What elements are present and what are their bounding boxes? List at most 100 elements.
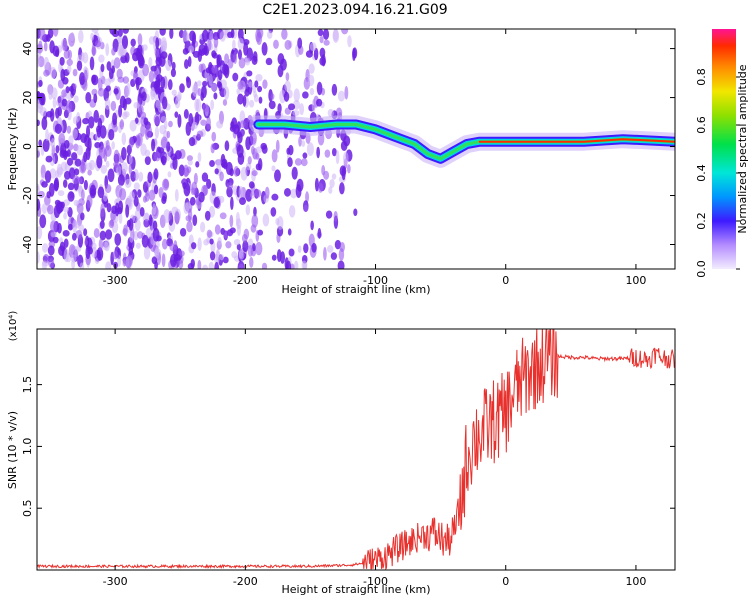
noise-speckle	[217, 237, 222, 246]
noise-speckle	[167, 171, 172, 178]
noise-speckle	[129, 119, 137, 132]
noise-speckle	[57, 167, 64, 176]
noise-speckle	[182, 47, 189, 55]
noise-speckle	[206, 178, 212, 189]
noise-speckle	[158, 106, 164, 113]
noise-speckle	[113, 57, 121, 69]
noise-speckle	[99, 220, 105, 229]
noise-speckle	[105, 229, 113, 240]
noise-speckle	[308, 63, 315, 74]
noise-speckle	[84, 239, 88, 246]
noise-speckle	[155, 37, 160, 50]
noise-speckle	[52, 29, 59, 37]
noise-speckle	[270, 207, 277, 217]
noise-speckle	[245, 204, 251, 216]
noise-speckle	[169, 29, 174, 40]
noise-speckle	[38, 29, 46, 41]
noise-speckle	[145, 227, 152, 239]
noise-speckle	[160, 155, 167, 164]
noise-speckle	[63, 238, 69, 248]
noise-speckle	[112, 250, 119, 260]
noise-speckle	[37, 147, 40, 159]
noise-speckle	[63, 139, 70, 149]
noise-speckle	[201, 29, 209, 42]
noise-speckle	[41, 181, 48, 188]
noise-speckle	[135, 242, 141, 249]
noise-speckle	[174, 111, 179, 118]
noise-speckle	[337, 260, 345, 269]
y-tick-label: -20	[21, 187, 34, 205]
noise-speckle	[249, 256, 254, 268]
noise-speckle	[130, 171, 137, 182]
noise-speckle	[222, 256, 229, 264]
noise-speckle	[347, 35, 352, 48]
noise-speckle	[43, 41, 48, 52]
noise-speckle	[344, 86, 349, 100]
colorbar-tick-label: 0.4	[695, 164, 708, 182]
noise-speckle	[208, 73, 213, 87]
snr-panel: -300 -200 -100 0 100 0.5 1.0 1.5 Height of str…	[6, 311, 676, 596]
noise-speckle	[152, 227, 160, 242]
noise-speckle	[299, 103, 305, 116]
noise-speckle	[197, 87, 202, 97]
noise-speckle	[91, 29, 99, 34]
noise-speckle	[242, 94, 247, 107]
noise-speckle	[203, 42, 208, 53]
noise-speckle	[114, 233, 122, 246]
noise-speckle	[209, 251, 216, 261]
figure-title: C2E1.2023.094.16.21.G09	[262, 2, 448, 18]
spectrogram-x-label: Height of straight line (km)	[281, 283, 430, 296]
noise-speckle	[81, 189, 85, 201]
x-tick-label: 100	[625, 575, 646, 588]
snr-y-ticks: 0.5 1.0 1.5	[21, 376, 675, 517]
noise-speckle	[135, 76, 142, 86]
noise-speckle	[233, 238, 241, 246]
noise-speckle	[72, 68, 78, 77]
noise-speckle	[78, 29, 84, 44]
noise-speckle	[37, 198, 41, 211]
noise-speckle	[202, 80, 208, 87]
noise-speckle	[134, 172, 139, 181]
noise-speckle	[65, 99, 72, 114]
noise-speckle	[160, 37, 168, 52]
noise-speckle	[50, 66, 57, 79]
noise-speckle	[271, 149, 278, 163]
noise-speckle	[343, 151, 349, 166]
noise-speckle	[197, 237, 202, 252]
noise-speckle	[319, 35, 324, 44]
noise-speckle	[206, 116, 211, 130]
y-tick-label: -40	[21, 236, 34, 254]
noise-speckle	[317, 182, 324, 193]
noise-speckle	[91, 74, 97, 84]
noise-speckle	[194, 98, 200, 112]
noise-speckle	[113, 88, 119, 95]
noise-speckle	[219, 30, 226, 42]
noise-speckle	[90, 32, 95, 41]
noise-speckle	[232, 39, 236, 51]
noise-speckle	[254, 189, 262, 198]
noise-speckle	[327, 108, 334, 118]
noise-speckle	[255, 146, 263, 154]
noise-speckle	[178, 164, 185, 177]
noise-speckle	[236, 88, 241, 95]
noise-speckle	[216, 54, 221, 68]
noise-speckle	[183, 108, 189, 119]
noise-speckle	[197, 152, 202, 163]
noise-speckle	[237, 37, 244, 50]
noise-speckle	[97, 186, 105, 199]
noise-speckle	[67, 191, 75, 202]
noise-speckle	[188, 208, 193, 223]
noise-speckle	[133, 195, 139, 207]
noise-speckle	[123, 224, 128, 237]
noise-speckle	[238, 186, 244, 199]
noise-speckle	[82, 52, 89, 64]
noise-speckle	[195, 161, 200, 168]
noise-speckle	[47, 84, 53, 94]
noise-speckle	[271, 254, 277, 261]
noise-speckle	[96, 155, 103, 169]
noise-speckle	[63, 212, 67, 220]
noise-speckle	[97, 87, 105, 97]
noise-speckle	[293, 88, 300, 103]
noise-speckle	[165, 59, 172, 72]
noise-speckle	[75, 230, 83, 239]
